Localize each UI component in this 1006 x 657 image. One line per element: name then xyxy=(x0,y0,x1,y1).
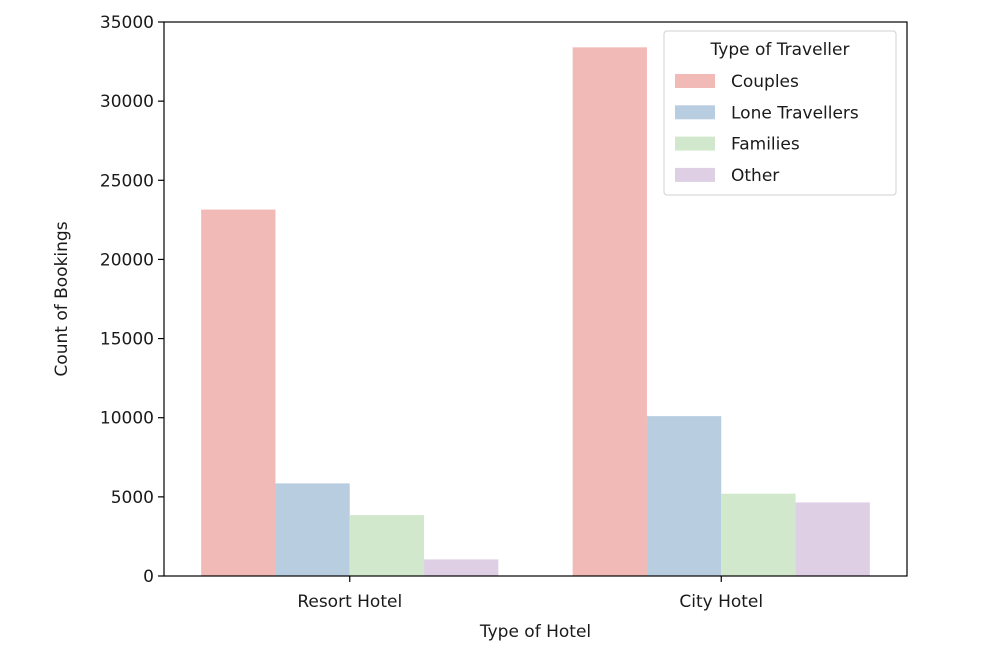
legend-label: Families xyxy=(731,135,800,155)
y-axis-label: Count of Bookings xyxy=(52,221,72,376)
legend-swatch xyxy=(675,74,715,88)
x-tick-label: Resort Hotel xyxy=(297,592,402,612)
legend-label: Lone Travellers xyxy=(731,103,859,123)
y-tick-label: 5000 xyxy=(111,488,154,508)
legend-swatch xyxy=(675,136,715,151)
bar-other-city-hotel xyxy=(795,502,870,576)
bar-lone-travellers-resort-hotel xyxy=(275,483,350,576)
x-axis-label: Type of Hotel xyxy=(479,622,591,642)
bar-families-resort-hotel xyxy=(349,515,425,576)
bar-couples-resort-hotel xyxy=(201,209,276,576)
y-tick-label: 10000 xyxy=(100,409,154,429)
legend-entries: Couples Lone Travellers Families Other xyxy=(675,72,859,186)
legend-label: Couples xyxy=(731,72,799,92)
plot-frame xyxy=(163,21,908,577)
y-tick-label: 0 xyxy=(143,567,154,587)
x-axis: Resort Hotel City Hotel xyxy=(297,576,763,612)
bar-couples-city-hotel xyxy=(572,47,647,577)
y-tick-label: 25000 xyxy=(100,171,154,191)
legend-label: Other xyxy=(731,166,779,186)
y-tick-label: 35000 xyxy=(100,13,154,33)
y-tick-label: 20000 xyxy=(100,250,154,270)
legend-swatch xyxy=(675,105,715,120)
bar-other-resort-hotel xyxy=(424,559,499,576)
legend: Type of Traveller Couples Lone Travellers… xyxy=(663,30,897,196)
y-axis: 0 5000 10000 15000 20000 25000 30000 35000 xyxy=(100,13,164,587)
bars-group xyxy=(201,47,870,577)
legend-swatch xyxy=(675,167,715,182)
y-tick-label: 15000 xyxy=(100,330,154,350)
x-tick-label: City Hotel xyxy=(679,592,763,612)
bar-lone-travellers-city-hotel xyxy=(646,416,722,576)
legend-box xyxy=(663,30,897,196)
bar-families-city-hotel xyxy=(721,493,796,576)
legend-title: Type of Traveller xyxy=(710,40,850,60)
y-tick-label: 30000 xyxy=(100,92,154,112)
